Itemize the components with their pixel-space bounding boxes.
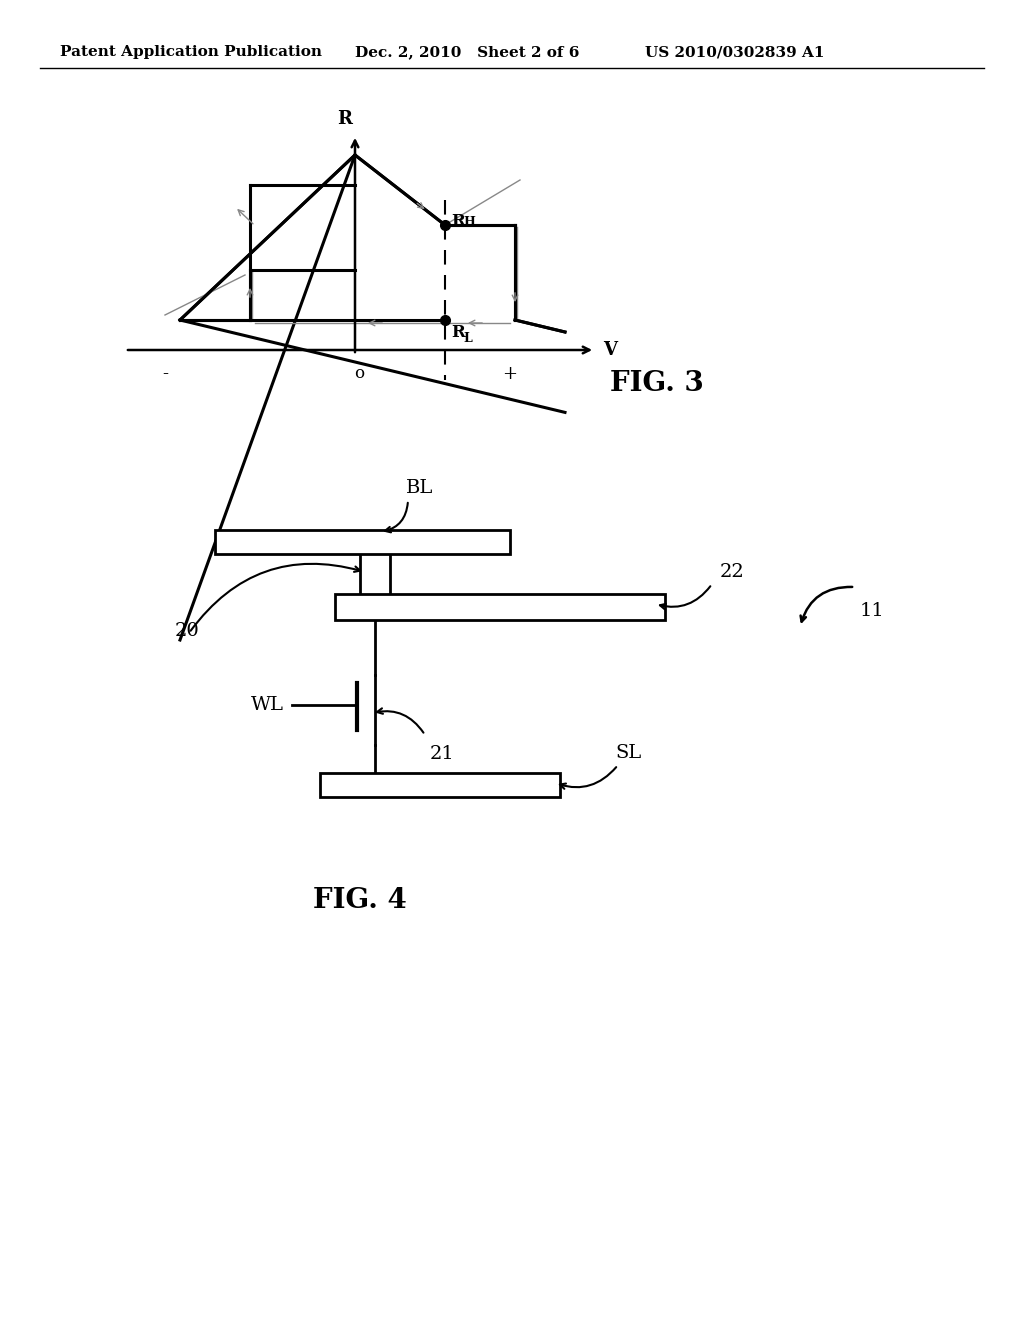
Text: 20: 20 bbox=[175, 622, 200, 640]
Text: FIG. 4: FIG. 4 bbox=[313, 887, 407, 913]
Text: 21: 21 bbox=[430, 744, 455, 763]
Bar bbox=[335, 594, 665, 620]
Text: V: V bbox=[603, 341, 617, 359]
Text: +: + bbox=[503, 366, 517, 383]
Text: H: H bbox=[463, 216, 475, 228]
Text: Patent Application Publication: Patent Application Publication bbox=[60, 45, 322, 59]
Text: Dec. 2, 2010   Sheet 2 of 6: Dec. 2, 2010 Sheet 2 of 6 bbox=[355, 45, 580, 59]
Text: -: - bbox=[162, 366, 168, 383]
Bar bbox=[215, 531, 510, 554]
Text: R: R bbox=[338, 110, 352, 128]
Text: L: L bbox=[463, 333, 472, 345]
Text: 22: 22 bbox=[720, 564, 744, 581]
Text: FIG. 3: FIG. 3 bbox=[610, 370, 703, 397]
Text: R: R bbox=[451, 213, 465, 230]
Text: o: o bbox=[354, 366, 365, 381]
Text: R: R bbox=[451, 323, 465, 341]
Text: SL: SL bbox=[615, 744, 641, 762]
Text: 11: 11 bbox=[860, 602, 885, 620]
Bar bbox=[319, 774, 560, 797]
Text: WL: WL bbox=[251, 696, 284, 714]
Text: US 2010/0302839 A1: US 2010/0302839 A1 bbox=[645, 45, 824, 59]
Text: BL: BL bbox=[407, 479, 434, 498]
